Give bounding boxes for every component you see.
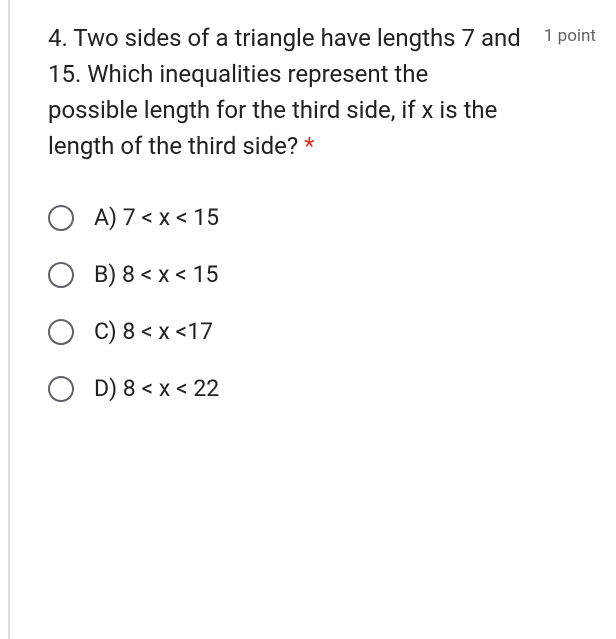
radio-icon <box>48 376 74 402</box>
radio-icon <box>48 205 74 231</box>
card-left-border <box>8 0 10 639</box>
required-asterisk: * <box>304 132 314 160</box>
option-d[interactable]: D) 8 < x < 22 <box>48 375 596 402</box>
radio-icon <box>48 319 74 345</box>
options-group: A) 7 < x < 15 B) 8 < x < 15 C) 8 < x <17… <box>48 204 596 402</box>
option-label: D) 8 < x < 22 <box>94 375 219 402</box>
points-label: 1 point <box>544 26 596 46</box>
option-label: A) 7 < x < 15 <box>94 204 219 231</box>
option-label: C) 8 < x <17 <box>94 318 213 345</box>
question-text-container: 4. Two sides of a triangle have lengths … <box>48 20 524 164</box>
question-text: 4. Two sides of a triangle have lengths … <box>48 24 521 160</box>
question-header: 4. Two sides of a triangle have lengths … <box>48 20 596 164</box>
option-label: B) 8 < x < 15 <box>94 261 218 288</box>
radio-icon <box>48 262 74 288</box>
option-b[interactable]: B) 8 < x < 15 <box>48 261 596 288</box>
option-c[interactable]: C) 8 < x <17 <box>48 318 596 345</box>
option-a[interactable]: A) 7 < x < 15 <box>48 204 596 231</box>
